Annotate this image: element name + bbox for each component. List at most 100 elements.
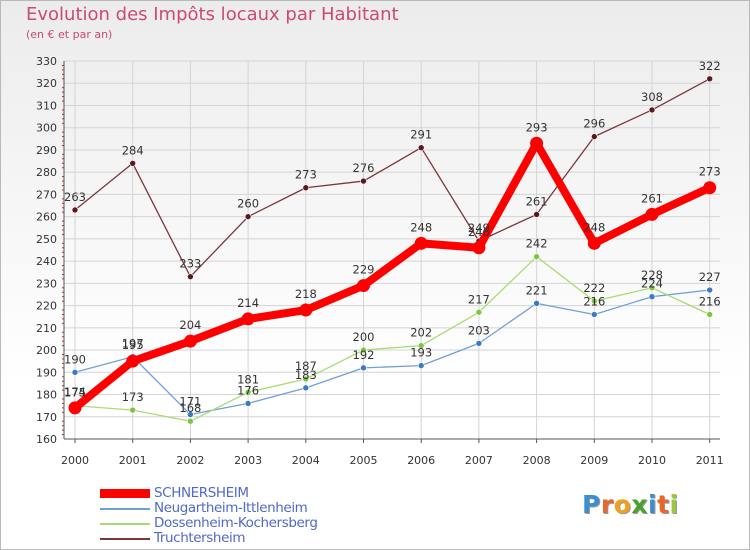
legend-swatch-dossenheim-kochersberg [100, 523, 150, 525]
data-point [475, 340, 483, 347]
legend-label-truchtersheim: Truchtersheim [154, 530, 246, 546]
y-tick-label: 270 [36, 188, 57, 201]
data-label: 174 [64, 385, 86, 399]
data-label: 192 [353, 348, 375, 362]
data-point [645, 207, 659, 221]
data-label: 276 [353, 161, 375, 175]
chart-title: Evolution des Impôts locaux par Habitant [26, 4, 399, 25]
data-label: 176 [237, 383, 259, 397]
y-tick-label: 250 [36, 233, 57, 246]
data-point [187, 411, 194, 418]
data-point [360, 177, 367, 185]
legend-label-dossenheim-kochersberg: Dossenheim-Kochersberg [154, 515, 318, 531]
logo-letter: P [582, 490, 601, 519]
data-point [417, 144, 425, 152]
data-point [360, 364, 367, 372]
y-tick-label: 160 [36, 433, 57, 446]
data-point [71, 368, 79, 376]
logo-letter: x [631, 490, 648, 519]
data-point [244, 213, 252, 220]
x-tick-label: 2009 [580, 454, 608, 467]
y-tick-label: 300 [36, 122, 57, 135]
chart-subtitle: (en € et par an) [26, 28, 113, 41]
legend-swatch-truchtersheim [100, 538, 150, 540]
data-point [302, 384, 310, 392]
data-label: 222 [583, 281, 605, 295]
series-line [74, 256, 711, 422]
data-label: 168 [179, 401, 201, 415]
y-tick-label: 230 [36, 277, 57, 290]
data-label: 261 [526, 194, 548, 208]
data-point [648, 106, 656, 114]
y-tick-label: 330 [36, 55, 57, 68]
data-label: 214 [237, 296, 259, 310]
data-point [244, 389, 252, 396]
data-label: 195 [122, 338, 144, 352]
series-line [71, 139, 714, 412]
data-point [533, 253, 540, 260]
series-line [74, 78, 711, 278]
data-point [587, 236, 601, 250]
data-label: 216 [699, 294, 721, 308]
logo-letter: o [613, 490, 632, 519]
data-label: 248 [410, 220, 432, 234]
data-label: 242 [526, 237, 548, 251]
data-label: 183 [295, 368, 317, 382]
data-point [706, 286, 714, 294]
x-tick-label: 2003 [234, 454, 262, 467]
data-label: 200 [353, 330, 375, 344]
data-point [706, 311, 714, 318]
data-point [244, 400, 252, 407]
data-label: 227 [699, 270, 721, 284]
x-tick-label: 2000 [61, 454, 89, 467]
data-label: 293 [526, 120, 548, 134]
logo-letter: r [600, 490, 614, 519]
data-label: 204 [179, 318, 201, 332]
data-point [590, 311, 598, 318]
data-point [360, 346, 367, 354]
data-point [417, 342, 425, 349]
y-tick-label: 170 [36, 411, 57, 424]
data-label: 322 [699, 59, 721, 73]
y-tick-label: 240 [36, 255, 57, 268]
series-line [74, 289, 711, 416]
data-label: 228 [641, 268, 663, 282]
x-tick-label: 2002 [176, 454, 204, 467]
data-point [187, 273, 194, 280]
data-point [590, 297, 598, 305]
data-label: 171 [179, 395, 201, 409]
data-point [648, 284, 656, 292]
data-point [706, 75, 714, 83]
legend-swatch-neugartheim-ittlenheim [100, 508, 150, 510]
y-tick-label: 180 [36, 389, 57, 402]
y-tick-label: 280 [36, 166, 57, 179]
data-label: 273 [295, 168, 317, 182]
y-tick-label: 200 [36, 344, 57, 357]
data-label: 291 [410, 128, 432, 142]
data-label: 173 [122, 390, 144, 404]
x-tick-label: 2010 [638, 454, 666, 467]
data-point [475, 308, 483, 316]
data-point [530, 136, 544, 150]
data-point [417, 362, 425, 369]
data-label: 217 [468, 292, 490, 306]
data-point [241, 312, 255, 326]
data-point [183, 334, 197, 348]
data-point [414, 236, 428, 250]
data-point [129, 406, 136, 414]
data-label: 273 [699, 165, 721, 179]
data-label: 202 [410, 326, 432, 340]
x-tick-label: 2004 [292, 454, 320, 467]
data-label: 218 [295, 287, 317, 301]
data-label: 308 [641, 90, 663, 104]
data-point [533, 300, 540, 307]
data-label: 216 [583, 294, 605, 308]
data-label: 175 [64, 386, 86, 400]
data-label: 181 [237, 372, 259, 386]
data-point [302, 184, 310, 192]
data-label: 187 [295, 359, 317, 373]
data-point [357, 279, 370, 293]
x-tick-label: 2008 [523, 454, 551, 467]
data-point [648, 293, 656, 300]
